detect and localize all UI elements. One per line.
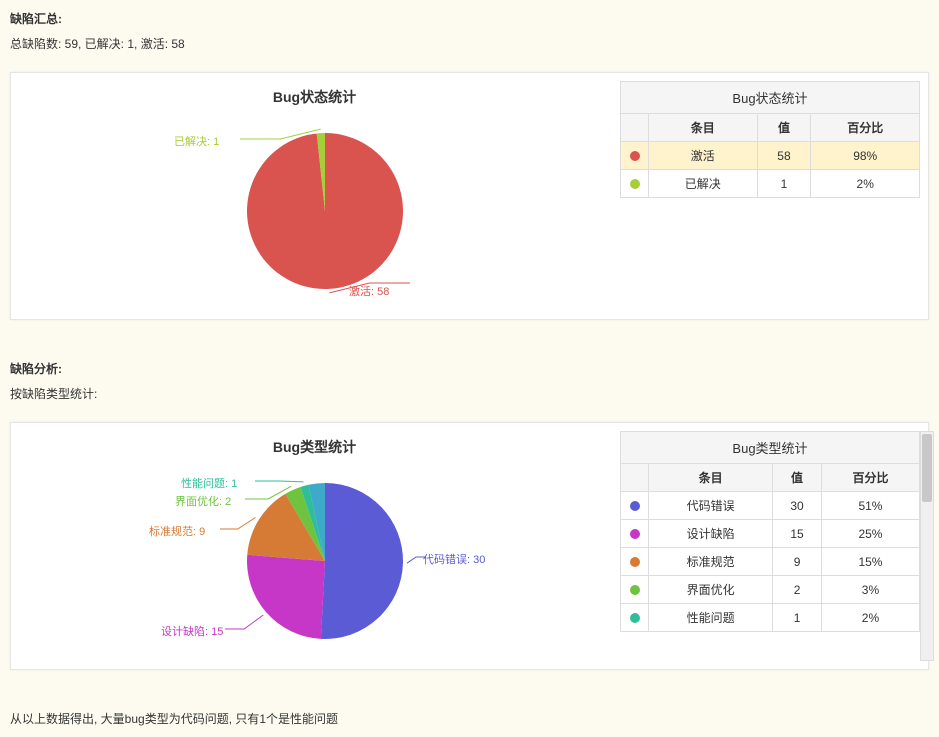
pie-chart [25,111,605,301]
color-dot [630,501,640,511]
pie-label-perf: 性能问题: 1 [181,475,237,491]
table-row: 已解决12% [621,170,920,198]
row-dot [621,576,649,604]
row-name: 激活 [649,142,758,170]
analysis-title: 缺陷分析: [10,360,929,377]
row-pct: 2% [821,604,919,632]
leader-line [225,615,263,629]
row-name: 设计缺陷 [649,520,773,548]
pie-label-design: 设计缺陷: 15 [161,623,223,639]
status-table-area: Bug状态统计 条目 值 百分比 激活5898%已解决12% [620,81,920,311]
col-value: 值 [773,464,822,492]
type-chart-area: Bug类型统计 代码错误: 30 设计缺陷: 15 标准规范: 9 界面优化: 2 性能… [19,431,610,661]
type-panel: Bug类型统计 代码错误: 30 设计缺陷: 15 标准规范: 9 界面优化: 2 性能… [10,422,929,670]
row-pct: 25% [821,520,919,548]
row-dot [621,520,649,548]
type-table-caption: Bug类型统计 [620,431,920,463]
analysis-sub: 按缺陷类型统计: [10,385,929,402]
table-row: 性能问题12% [621,604,920,632]
color-dot [630,613,640,623]
row-value: 9 [773,548,822,576]
table-row: 标准规范915% [621,548,920,576]
row-dot [621,548,649,576]
status-chart-title: Bug状态统计 [19,87,610,107]
pie-label-active: 激活: 58 [349,283,389,299]
pie-label-ui: 界面优化: 2 [175,493,231,509]
color-dot [630,151,640,161]
col-item: 条目 [649,464,773,492]
col-item: 条目 [649,114,758,142]
table-row: 激活5898% [621,142,920,170]
row-pct: 51% [821,492,919,520]
table-row: 设计缺陷1525% [621,520,920,548]
row-value: 15 [773,520,822,548]
leader-line [406,557,424,563]
table-row: 界面优化23% [621,576,920,604]
row-dot [621,170,649,198]
pie-slice-code[interactable] [320,483,402,639]
row-pct: 2% [811,170,920,198]
row-pct: 15% [821,548,919,576]
row-value: 1 [773,604,822,632]
row-value: 1 [757,170,811,198]
pie-label-std: 标准规范: 9 [149,523,205,539]
row-name: 标准规范 [649,548,773,576]
col-value: 值 [757,114,811,142]
pie-slice-design[interactable] [246,555,324,639]
row-name: 已解决 [649,170,758,198]
row-value: 58 [757,142,811,170]
row-dot [621,492,649,520]
summary-line: 总缺陷数: 59, 已解决: 1, 激活: 58 [10,35,929,52]
row-pct: 3% [821,576,919,604]
pie-chart [25,461,605,651]
type-chart-title: Bug类型统计 [19,437,610,457]
leader-line [255,481,303,482]
conclusion-text: 从以上数据得出, 大量bug类型为代码问题, 只有1个是性能问题 [10,710,929,727]
row-name: 性能问题 [649,604,773,632]
pie-label-resolved: 已解决: 1 [174,133,219,149]
type-table: Bug类型统计 条目 值 百分比 代码错误3051%设计缺陷1525%标准规范9… [620,431,920,632]
status-panel: Bug状态统计 激活: 58 已解决: 1 Bug状态统计 条目 值 百分比 激活… [10,72,929,320]
row-name: 代码错误 [649,492,773,520]
col-pct: 百分比 [811,114,920,142]
row-pct: 98% [811,142,920,170]
row-dot [621,142,649,170]
leader-line [220,518,255,529]
summary-title: 缺陷汇总: [10,10,929,27]
scrollbar[interactable] [920,431,934,661]
color-dot [630,557,640,567]
type-table-area: Bug类型统计 条目 值 百分比 代码错误3051%设计缺陷1525%标准规范9… [620,431,920,661]
col-dot [621,464,649,492]
status-table: Bug状态统计 条目 值 百分比 激活5898%已解决12% [620,81,920,198]
row-dot [621,604,649,632]
col-dot [621,114,649,142]
status-chart-area: Bug状态统计 激活: 58 已解决: 1 [19,81,610,311]
row-name: 界面优化 [649,576,773,604]
col-pct: 百分比 [821,464,919,492]
pie-label-code: 代码错误: 30 [423,551,485,567]
table-row: 代码错误3051% [621,492,920,520]
color-dot [630,585,640,595]
row-value: 2 [773,576,822,604]
scrollbar-thumb[interactable] [922,434,932,502]
row-value: 30 [773,492,822,520]
status-table-caption: Bug状态统计 [620,81,920,113]
color-dot [630,179,640,189]
color-dot [630,529,640,539]
